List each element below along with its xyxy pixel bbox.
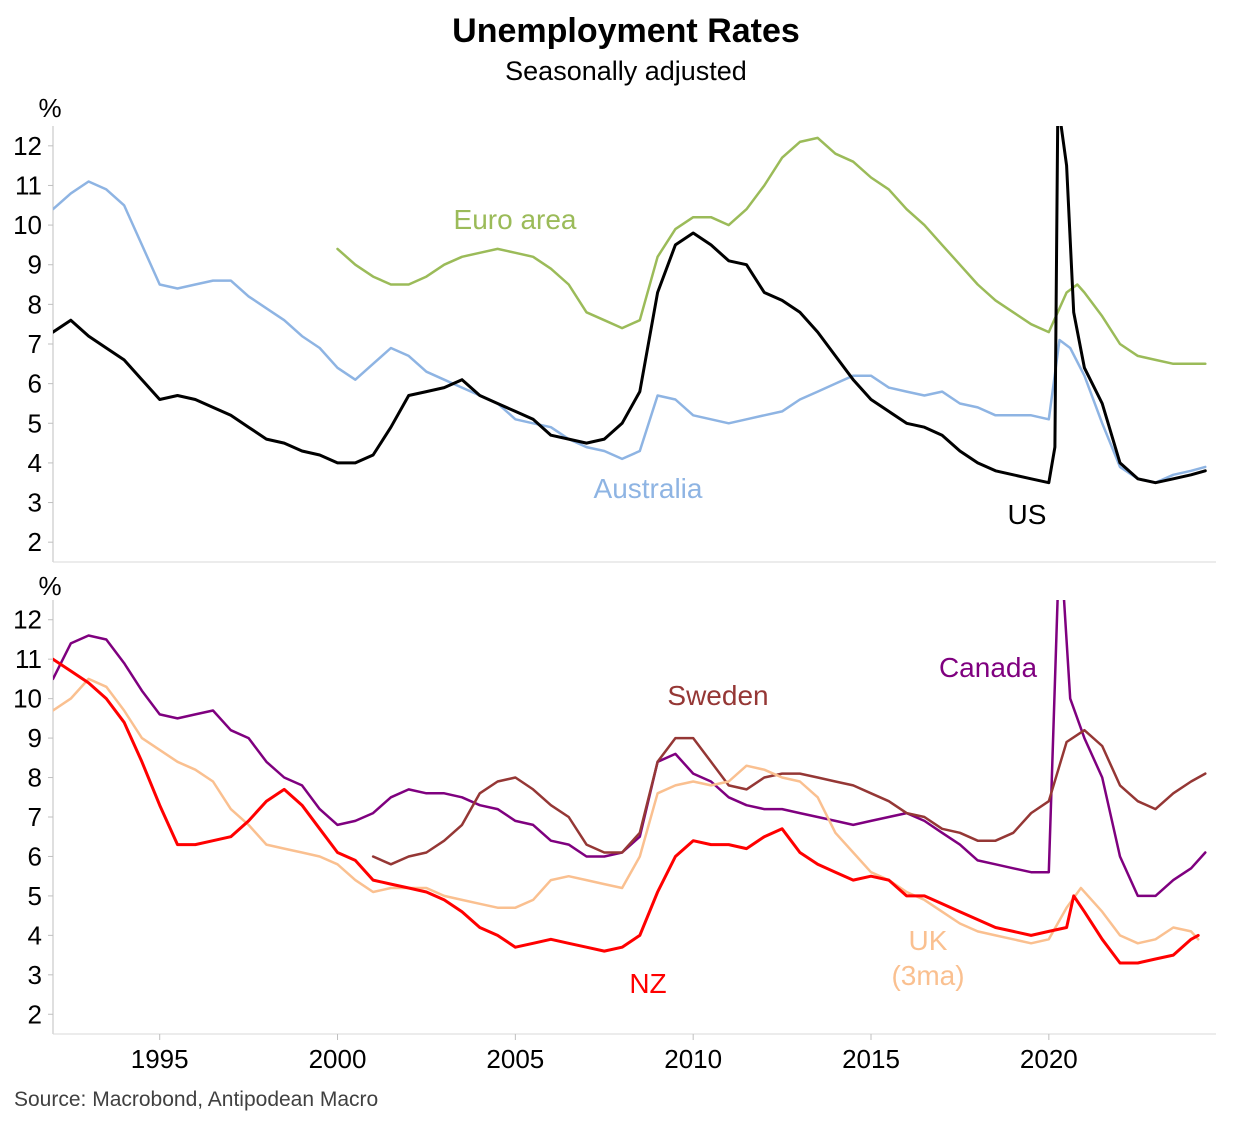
series-line-sweden	[371, 728, 1207, 866]
y-tick-label: 11	[15, 170, 42, 200]
y-tick-label: 5	[28, 408, 42, 438]
x-tick-label: 2020	[1020, 1044, 1078, 1074]
y-tick-label: 10	[13, 684, 42, 714]
x-axis: 1995 2000 2005 2010 2015 2020	[131, 1034, 1078, 1074]
y-unit-label: %	[38, 93, 61, 123]
series-label-3ma: (3ma)	[891, 960, 964, 991]
y-tick-label: 6	[28, 369, 42, 399]
series-label-sweden: Sweden	[667, 680, 768, 711]
bottom-panel: % 2 3 4 5 6 7 8 9 10 11 12 Canada Sweden UK (3ma) NZ	[13, 571, 1216, 1035]
series-label-australia: Australia	[594, 473, 703, 504]
x-tick-label: 1995	[131, 1044, 189, 1074]
y-tick-label: 2	[28, 527, 42, 557]
y-tick-label: 12	[13, 605, 42, 635]
y-tick-label: 5	[28, 881, 42, 911]
y-tick-label: 2	[28, 999, 42, 1029]
x-tick-label: 2010	[664, 1044, 722, 1074]
y-tick-label: 3	[28, 960, 42, 990]
x-tick-label: 2015	[842, 1044, 900, 1074]
series-line-uk-3ma	[53, 677, 1200, 945]
y-tick-label: 9	[28, 723, 42, 753]
series-line-canada	[53, 600, 1207, 898]
series-label-euro-area: Euro area	[454, 204, 577, 235]
series-label-canada: Canada	[939, 652, 1038, 683]
series-line-euro-area	[336, 136, 1207, 366]
series-line-australia	[53, 180, 1207, 484]
y-tick-label: 6	[28, 841, 42, 871]
y-tick-label: 10	[13, 210, 42, 240]
y-tick-label: 12	[13, 131, 42, 161]
y-tick-label: 7	[28, 802, 42, 832]
y-tick-label: 7	[28, 329, 42, 359]
top-panel: % 2 3 4 5 6 7 8 9 10 11 12 Euro area Australia US	[13, 93, 1216, 563]
chart-title: Unemployment Rates	[452, 12, 800, 50]
y-tick-label: 8	[28, 289, 42, 319]
series-label-uk: UK	[909, 925, 948, 956]
series-label-us: US	[1008, 499, 1047, 530]
y-tick-label: 8	[28, 763, 42, 793]
y-tick-label: 9	[28, 250, 42, 280]
series-line-us	[53, 126, 1207, 485]
x-tick-label: 2005	[486, 1044, 544, 1074]
series-label-nz: NZ	[629, 968, 666, 999]
x-tick-label: 2000	[309, 1044, 367, 1074]
y-tick-label: 4	[28, 920, 42, 950]
chart-subtitle: Seasonally adjusted	[505, 56, 747, 86]
y-tick-label: 4	[28, 448, 42, 478]
series-line-nz	[53, 657, 1200, 965]
y-tick-label: 3	[28, 488, 42, 518]
y-tick-label: 11	[15, 644, 42, 674]
source-note: Source: Macrobond, Antipodean Macro	[14, 1088, 378, 1111]
y-unit-label: %	[38, 571, 61, 601]
